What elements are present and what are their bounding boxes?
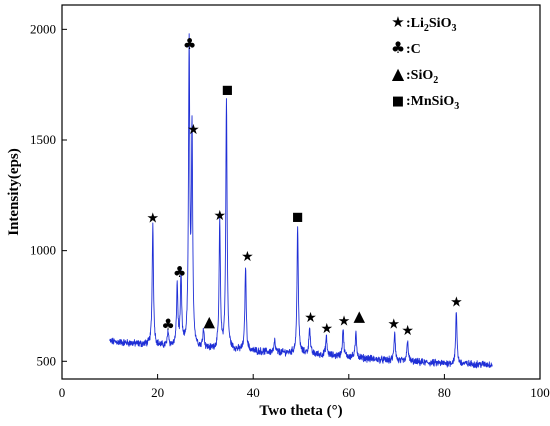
- y-tick-label-1: 1000: [30, 243, 56, 258]
- peak-markers: ★♣♣♣★▲★■★■★★ ★ ▲ ★ ★★: [147, 35, 463, 339]
- x-axis-ticks: 0 20 40 60 80 100: [59, 374, 550, 400]
- legend-item-square: ■:MnSiO3: [392, 94, 459, 112]
- star-marker-14: ★: [387, 317, 400, 333]
- x-tick-label-5: 100: [530, 385, 550, 400]
- star-marker-8: ★: [241, 249, 254, 265]
- intensity-trace: [109, 33, 493, 369]
- x-tick-label-0: 0: [59, 385, 66, 400]
- triangle-marker-5: ▲: [203, 313, 215, 331]
- y-tick-label-2: 1500: [30, 132, 56, 147]
- x-tick-label-4: 80: [438, 385, 451, 400]
- y-axis-title: Intensity(eps): [6, 148, 22, 236]
- x-tick-label-2: 40: [247, 385, 260, 400]
- y-axis-ticks: 500 1000 1500 2000: [30, 21, 67, 368]
- legend-label-square: :MnSiO3: [406, 94, 459, 112]
- plot-frame: [61, 4, 541, 380]
- legend-label-club: :C: [406, 42, 421, 57]
- legend: ★:Li2SiO3♣:C▲:SiO2■:MnSiO3: [391, 13, 459, 112]
- legend-item-triangle: ▲:SiO2: [392, 64, 438, 86]
- star-icon: ★: [391, 13, 404, 31]
- club-marker-1: ♣: [161, 315, 174, 333]
- y-tick-label-3: 2000: [30, 21, 56, 36]
- star-marker-16: ★: [450, 294, 463, 310]
- triangle-marker-13: ▲: [354, 307, 366, 325]
- star-marker-15: ★: [401, 323, 414, 339]
- star-marker-10: ★: [304, 310, 317, 326]
- x-tick-label-3: 60: [342, 385, 355, 400]
- star-marker-4: ★: [187, 122, 200, 138]
- star-marker-0: ★: [147, 210, 160, 226]
- club-icon: ♣: [391, 38, 405, 57]
- star-marker-6: ★: [213, 208, 226, 224]
- square-marker-9: ■: [292, 210, 303, 224]
- y-tick-label-0: 500: [37, 353, 57, 368]
- star-marker-11: ★: [321, 321, 334, 337]
- legend-label-triangle: :SiO2: [406, 68, 438, 86]
- star-marker-12: ★: [338, 313, 351, 329]
- x-axis-title: Two theta (°): [259, 403, 342, 419]
- legend-item-star: ★:Li2SiO3: [391, 13, 456, 34]
- x-tick-label-1: 20: [151, 385, 164, 400]
- legend-label-star: :Li2SiO3: [406, 16, 456, 34]
- triangle-icon: ▲: [392, 64, 405, 83]
- square-icon: ■: [392, 94, 404, 109]
- club-marker-3: ♣: [183, 35, 196, 53]
- square-marker-7: ■: [222, 82, 233, 96]
- club-marker-2: ♣: [173, 263, 186, 281]
- legend-item-club: ♣:C: [391, 38, 421, 57]
